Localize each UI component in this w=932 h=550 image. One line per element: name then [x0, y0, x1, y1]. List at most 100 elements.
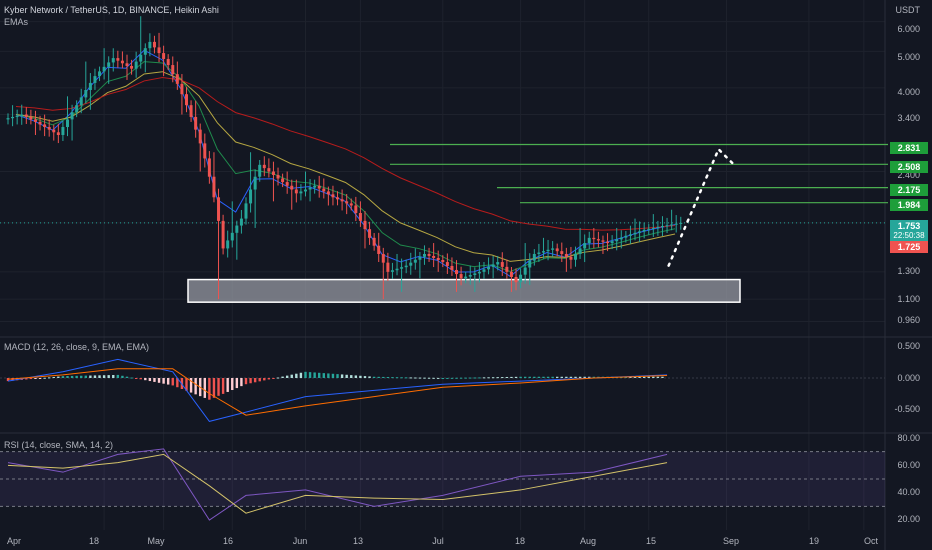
macd-histogram-bar	[93, 375, 97, 378]
candle-body	[528, 260, 532, 268]
projection-path	[667, 147, 736, 267]
candle-body	[372, 237, 376, 246]
macd-histogram-bar	[661, 376, 664, 378]
macd-histogram-bar	[258, 378, 261, 382]
candle-body	[79, 97, 83, 106]
x-tick: 18	[514, 536, 526, 546]
macd-histogram-bar	[432, 377, 435, 379]
candles	[6, 16, 683, 300]
macd-histogram-bar	[372, 376, 376, 378]
candle-body	[436, 257, 440, 261]
candle-body	[253, 176, 257, 190]
macd-histogram-bar	[478, 377, 481, 379]
projection-dots	[667, 147, 736, 267]
candle-body	[418, 256, 422, 260]
x-tick: Oct	[863, 536, 879, 546]
candle-body	[601, 240, 605, 242]
macd-histogram-bar	[446, 377, 449, 379]
candle-body	[459, 274, 463, 279]
candle-body	[134, 61, 138, 69]
macd-histogram-bar	[217, 378, 220, 396]
candle-body	[221, 220, 225, 249]
candle-body	[258, 164, 262, 177]
macd-histogram-bar	[221, 378, 225, 394]
macd-histogram-bar	[290, 374, 293, 378]
candle-body	[473, 273, 477, 276]
macd-histogram-bar	[116, 374, 120, 378]
candle-body	[120, 60, 124, 64]
macd-histogram-bar	[556, 376, 559, 378]
macd-histogram-bar	[382, 376, 385, 378]
macd-histogram-bar	[459, 377, 463, 379]
candle-body	[427, 253, 431, 256]
candle-body	[404, 265, 408, 268]
candle-body	[519, 274, 523, 283]
candle-body	[537, 252, 541, 254]
macd-histogram-bar	[340, 374, 344, 378]
x-tick: May	[147, 536, 165, 546]
macd-histogram-bar	[519, 376, 522, 378]
candle-body	[171, 65, 175, 75]
last-price-tag: 1.753	[890, 220, 928, 232]
macd-histogram-bar	[345, 374, 348, 378]
macd-histogram-bar	[212, 378, 216, 398]
price-tick: 1.100	[897, 294, 920, 304]
candle-body	[313, 185, 317, 188]
macd-legend: MACD (12, 26, close, 9, EMA, EMA)	[4, 342, 150, 352]
price-tick: 1.300	[897, 266, 920, 276]
candle-body	[29, 116, 33, 120]
macd-histogram-bar	[318, 372, 321, 378]
macd-histogram-bar	[359, 375, 362, 378]
candle-body	[52, 129, 56, 133]
x-tick: 15	[645, 536, 657, 546]
macd-histogram-bar	[391, 377, 394, 379]
candle-body	[180, 83, 184, 95]
macd-histogram-bar	[107, 375, 110, 378]
candle-body	[267, 168, 271, 172]
candle-body	[345, 201, 349, 204]
macd-histogram-bar	[240, 378, 243, 387]
candle-body	[15, 115, 19, 117]
candle-body	[207, 158, 211, 177]
macd-tick: 0.000	[897, 373, 920, 383]
macd-histogram-bar	[144, 378, 147, 381]
candle-body	[281, 178, 285, 183]
macd-histogram-bar	[313, 372, 316, 378]
macd-histogram-bar	[418, 377, 422, 379]
signal-line	[7, 368, 668, 416]
rsi-ma-line	[7, 453, 668, 514]
rsi-tick: 60.00	[897, 460, 920, 470]
candle-body	[326, 191, 330, 195]
candle-body	[166, 58, 170, 66]
macd-pane	[0, 358, 885, 422]
candle-body	[157, 47, 161, 54]
candle-body	[98, 71, 102, 77]
candle-body	[139, 54, 143, 62]
candle-body	[322, 188, 326, 192]
macd-histogram-bar	[194, 378, 197, 395]
candle-body	[336, 197, 340, 200]
candle-body	[564, 253, 568, 257]
x-tick: Jul	[432, 536, 444, 546]
macd-histogram-bar	[285, 375, 289, 378]
candle-body	[496, 262, 500, 265]
candle-body	[354, 205, 358, 214]
macd-histogram-bar	[89, 375, 92, 378]
macd-histogram-bar	[267, 378, 271, 380]
candle-body	[38, 121, 42, 125]
macd-histogram-bar	[588, 376, 591, 378]
candle-body	[75, 105, 79, 113]
macd-histogram-bar	[455, 377, 458, 379]
macd-histogram-bar	[304, 371, 307, 378]
macd-histogram-bar	[148, 378, 152, 382]
candle-body	[262, 164, 266, 169]
candle-body	[400, 267, 404, 269]
candle-body	[194, 116, 198, 130]
candle-body	[610, 241, 614, 244]
rsi-pane	[0, 448, 885, 521]
horizontal-levels	[390, 143, 888, 204]
candle-body	[276, 174, 280, 179]
candle-body	[47, 127, 51, 130]
macd-histogram-bar	[125, 376, 129, 378]
